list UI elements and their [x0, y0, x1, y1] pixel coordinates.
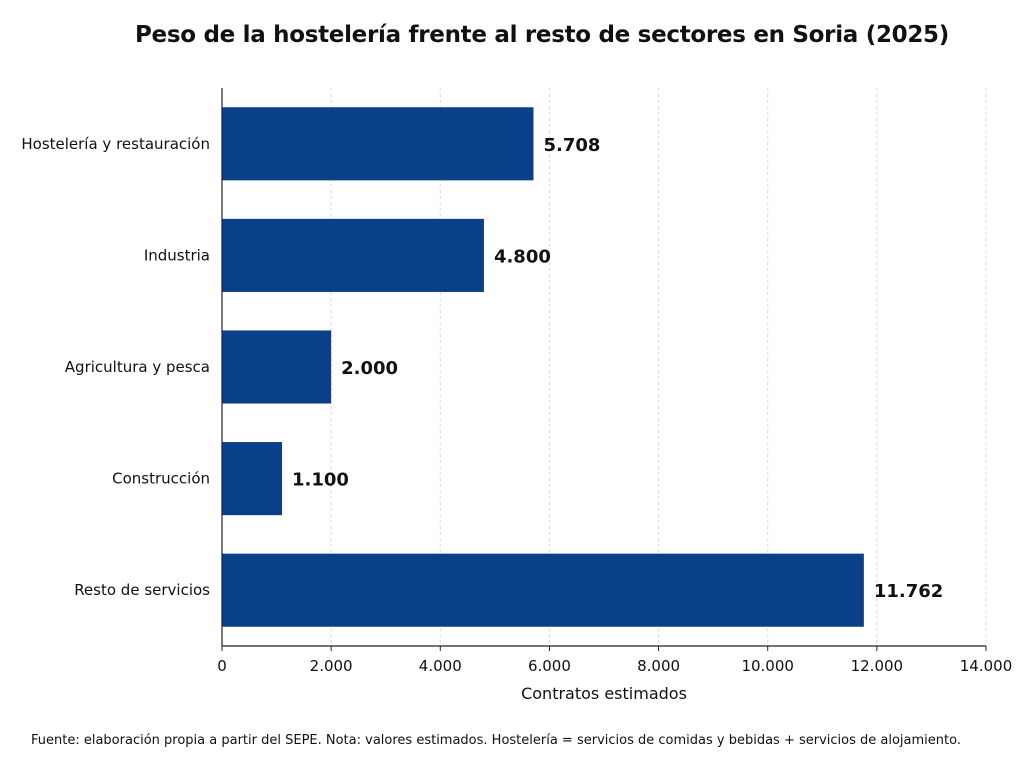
grid-lines: [330, 88, 987, 646]
category-label: Construcción: [112, 470, 210, 488]
bar: [222, 330, 332, 404]
x-tick-label: 8.000: [637, 657, 680, 675]
value-label: 4.800: [494, 246, 551, 267]
labels: 0 2.000 4.000 6.000 8.000 10.000 12.000 14.000 H…: [21, 135, 1012, 703]
x-tick-label: 6.000: [528, 657, 571, 675]
value-label: 2.000: [341, 358, 398, 379]
x-tick-label: 2.000: [310, 657, 353, 675]
x-tick-label: 14.000: [960, 657, 1013, 675]
bar: [222, 442, 283, 516]
x-tick-label: 10.000: [741, 657, 794, 675]
value-label: 11.762: [874, 581, 943, 602]
category-label: Agricultura y pesca: [65, 358, 210, 376]
value-label: 1.100: [292, 470, 349, 491]
bar: [222, 107, 534, 181]
axes: [221, 88, 987, 651]
category-label: Hostelería y restauración: [21, 135, 210, 153]
value-label: 5.708: [543, 135, 600, 156]
x-tick-label: 0: [217, 657, 227, 675]
x-tick-label: 12.000: [851, 657, 904, 675]
chart-title: Peso de la hostelería frente al resto de…: [135, 22, 949, 48]
category-label: Resto de servicios: [74, 581, 210, 599]
bars: [222, 107, 864, 627]
x-tick-label: 4.000: [419, 657, 462, 675]
source-footnote: Fuente: elaboración propia a partir del …: [31, 733, 961, 748]
bar: [222, 218, 484, 292]
bar-chart: 0 2.000 4.000 6.000 8.000 10.000 12.000 14.000 H…: [21, 88, 1012, 703]
category-label: Industria: [144, 246, 210, 264]
bar: [222, 553, 864, 627]
x-axis-title: Contratos estimados: [521, 684, 687, 703]
